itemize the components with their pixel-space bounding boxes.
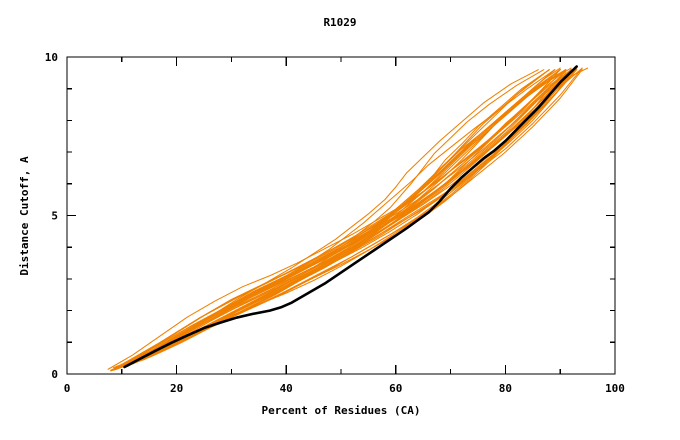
page-title: R1029 xyxy=(323,16,356,29)
ensemble-curve xyxy=(121,69,545,366)
ensemble-curve xyxy=(154,67,572,353)
ensemble-curve xyxy=(137,69,556,361)
x-tick-label-60: 60 xyxy=(389,382,402,395)
x-axis-label: Percent of Residues (CA) xyxy=(262,404,421,417)
axis-tick-labels: 0 20 40 60 80 100 0 5 10 xyxy=(45,51,625,395)
median-curve xyxy=(123,65,578,369)
x-tick-label-0: 0 xyxy=(64,382,71,395)
ensemble-curve xyxy=(143,69,539,359)
axis-ticks xyxy=(66,56,616,375)
y-tick-label-0: 0 xyxy=(51,368,58,381)
y-axis-label: Distance Cutoff, A xyxy=(18,156,31,276)
x-tick-label-80: 80 xyxy=(499,382,512,395)
x-tick-label-100: 100 xyxy=(605,382,625,395)
x-tick-label-20: 20 xyxy=(170,382,183,395)
x-tick-label-40: 40 xyxy=(280,382,293,395)
y-tick-label-10: 10 xyxy=(45,51,58,64)
median-curve-group xyxy=(123,65,578,369)
ensemble-curve xyxy=(126,67,589,366)
y-tick-label-5: 5 xyxy=(51,210,58,223)
